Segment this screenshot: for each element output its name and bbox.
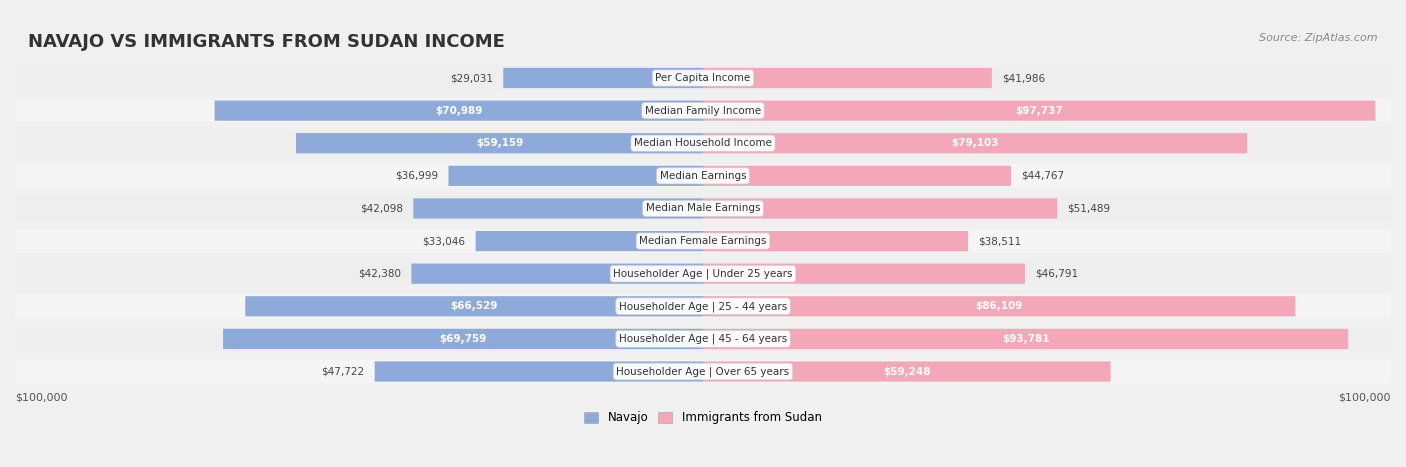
Text: $59,248: $59,248: [883, 367, 931, 376]
FancyBboxPatch shape: [224, 329, 703, 349]
Text: Median Household Income: Median Household Income: [634, 138, 772, 148]
FancyBboxPatch shape: [215, 100, 703, 121]
Text: $69,759: $69,759: [439, 334, 486, 344]
Text: $42,098: $42,098: [360, 204, 404, 213]
Text: $59,159: $59,159: [475, 138, 523, 148]
FancyBboxPatch shape: [15, 262, 1391, 285]
Text: $29,031: $29,031: [450, 73, 494, 83]
FancyBboxPatch shape: [15, 66, 1391, 90]
FancyBboxPatch shape: [703, 263, 1025, 284]
Text: $41,986: $41,986: [1002, 73, 1045, 83]
Text: Per Capita Income: Per Capita Income: [655, 73, 751, 83]
Text: Median Family Income: Median Family Income: [645, 106, 761, 116]
Text: Householder Age | 45 - 64 years: Householder Age | 45 - 64 years: [619, 333, 787, 344]
FancyBboxPatch shape: [15, 164, 1391, 188]
FancyBboxPatch shape: [703, 166, 1011, 186]
Text: $46,791: $46,791: [1035, 269, 1078, 279]
FancyBboxPatch shape: [703, 133, 1247, 153]
FancyBboxPatch shape: [449, 166, 703, 186]
FancyBboxPatch shape: [703, 231, 967, 251]
Text: Householder Age | Over 65 years: Householder Age | Over 65 years: [616, 366, 790, 377]
FancyBboxPatch shape: [503, 68, 703, 88]
Text: Median Female Earnings: Median Female Earnings: [640, 236, 766, 246]
Text: Source: ZipAtlas.com: Source: ZipAtlas.com: [1260, 33, 1378, 42]
Text: Median Male Earnings: Median Male Earnings: [645, 204, 761, 213]
FancyBboxPatch shape: [412, 263, 703, 284]
FancyBboxPatch shape: [703, 361, 1111, 382]
FancyBboxPatch shape: [703, 329, 1348, 349]
Text: $38,511: $38,511: [979, 236, 1021, 246]
Text: NAVAJO VS IMMIGRANTS FROM SUDAN INCOME: NAVAJO VS IMMIGRANTS FROM SUDAN INCOME: [28, 33, 505, 51]
FancyBboxPatch shape: [15, 197, 1391, 220]
Text: Median Earnings: Median Earnings: [659, 171, 747, 181]
FancyBboxPatch shape: [413, 198, 703, 219]
FancyBboxPatch shape: [15, 99, 1391, 122]
Text: Householder Age | 25 - 44 years: Householder Age | 25 - 44 years: [619, 301, 787, 311]
Text: $93,781: $93,781: [1002, 334, 1049, 344]
Legend: Navajo, Immigrants from Sudan: Navajo, Immigrants from Sudan: [585, 411, 821, 425]
FancyBboxPatch shape: [703, 296, 1295, 316]
FancyBboxPatch shape: [374, 361, 703, 382]
Text: $47,722: $47,722: [321, 367, 364, 376]
Text: $42,380: $42,380: [359, 269, 401, 279]
Text: $70,989: $70,989: [434, 106, 482, 116]
FancyBboxPatch shape: [297, 133, 703, 153]
Text: $86,109: $86,109: [976, 301, 1024, 311]
Text: $100,000: $100,000: [1339, 393, 1391, 403]
Text: $100,000: $100,000: [15, 393, 67, 403]
Text: $36,999: $36,999: [395, 171, 439, 181]
FancyBboxPatch shape: [703, 198, 1057, 219]
FancyBboxPatch shape: [15, 229, 1391, 253]
FancyBboxPatch shape: [703, 100, 1375, 121]
FancyBboxPatch shape: [245, 296, 703, 316]
Text: $97,737: $97,737: [1015, 106, 1063, 116]
Text: $79,103: $79,103: [952, 138, 998, 148]
FancyBboxPatch shape: [15, 327, 1391, 351]
Text: $33,046: $33,046: [422, 236, 465, 246]
FancyBboxPatch shape: [475, 231, 703, 251]
Text: Householder Age | Under 25 years: Householder Age | Under 25 years: [613, 269, 793, 279]
FancyBboxPatch shape: [15, 360, 1391, 383]
Text: $44,767: $44,767: [1021, 171, 1064, 181]
FancyBboxPatch shape: [703, 68, 991, 88]
FancyBboxPatch shape: [15, 132, 1391, 155]
FancyBboxPatch shape: [15, 295, 1391, 318]
Text: $51,489: $51,489: [1067, 204, 1111, 213]
Text: $66,529: $66,529: [450, 301, 498, 311]
